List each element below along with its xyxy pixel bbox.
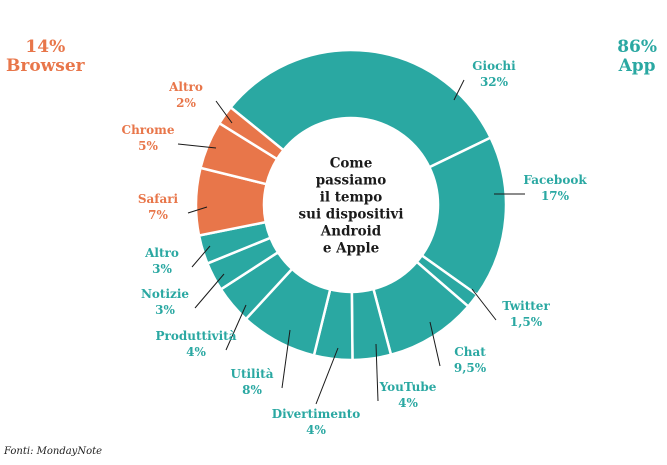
leader-lines: [177, 79, 525, 405]
donut-slice-0: [228, 48, 493, 169]
center-title-line-1: passiamo: [316, 173, 387, 189]
slice-label-name-9: Altro: [144, 246, 179, 260]
center-title-line-0: Come: [330, 156, 373, 172]
app-share-header: 86% App: [617, 38, 657, 76]
slice-label-value-9: 3%: [152, 262, 172, 276]
chart-center-title: Come passiamo il tempo sui dispositivi Andro…: [299, 156, 404, 257]
leader-line-8: [194, 273, 225, 309]
source-note: Fonti: MondayNote: [4, 446, 103, 457]
slice-label-name-6: Utilità: [230, 367, 273, 381]
leader-line-4: [375, 343, 379, 402]
app-share-pct: 86%: [617, 37, 657, 57]
slice-label-name-5: Divertimento: [272, 407, 361, 421]
leader-line-12: [215, 100, 233, 124]
slice-label-value-10: 7%: [148, 208, 168, 222]
donut-slices: [194, 48, 508, 362]
slice-label-value-12: 2%: [176, 96, 196, 110]
donut-slice-12: [217, 105, 286, 161]
slice-label-name-12: Altro: [168, 80, 203, 94]
browser-share-header: 14% Browser: [6, 38, 85, 76]
browser-share-pct: 14%: [25, 37, 66, 57]
slice-label-value-11: 5%: [138, 139, 158, 153]
leader-line-5: [315, 347, 339, 405]
slice-label-value-4: 4%: [398, 396, 418, 410]
slice-label-name-10: Safari: [138, 192, 179, 206]
leader-line-2: [471, 288, 497, 321]
app-share-label: App: [618, 56, 656, 76]
leader-line-3: [429, 321, 441, 367]
slice-label-name-1: Facebook: [523, 173, 587, 187]
donut-hole: [265, 119, 437, 291]
slice-label-value-0: 32%: [480, 75, 509, 89]
leader-line-6: [281, 329, 291, 389]
slice-label-name-11: Chrome: [122, 123, 175, 137]
slice-label-value-1: 17%: [541, 189, 570, 203]
center-title-line-4: Android: [320, 224, 382, 240]
slice-labels: Giochi 32% Facebook 17% Twitter 1,5% Chat 9,5% Y…: [122, 59, 588, 437]
center-title-line-5: e Apple: [323, 241, 379, 257]
leader-line-11: [177, 143, 217, 149]
center-title-line-3: sui dispositivi: [299, 207, 404, 223]
slice-label-name-3: Chat: [454, 345, 486, 359]
slice-label-name-4: YouTube: [379, 380, 437, 394]
slice-label-name-2: Twitter: [502, 299, 550, 313]
slice-label-value-7: 4%: [186, 345, 206, 359]
slice-label-value-2: 1,5%: [510, 315, 543, 329]
leader-line-10: [187, 206, 208, 214]
slice-label-value-8: 3%: [155, 303, 175, 317]
slice-label-name-7: Produttività: [156, 329, 237, 343]
slice-label-name-0: Giochi: [472, 59, 516, 73]
leader-line-0: [453, 79, 465, 101]
leader-line-9: [191, 245, 211, 268]
leader-line-7: [225, 304, 247, 351]
center-title-line-2: il tempo: [320, 190, 383, 206]
slice-label-value-5: 4%: [306, 423, 326, 437]
slice-label-name-8: Notizie: [141, 287, 189, 301]
slice-label-value-3: 9,5%: [454, 361, 487, 375]
browser-share-label: Browser: [6, 56, 85, 76]
slice-label-value-6: 8%: [242, 383, 262, 397]
